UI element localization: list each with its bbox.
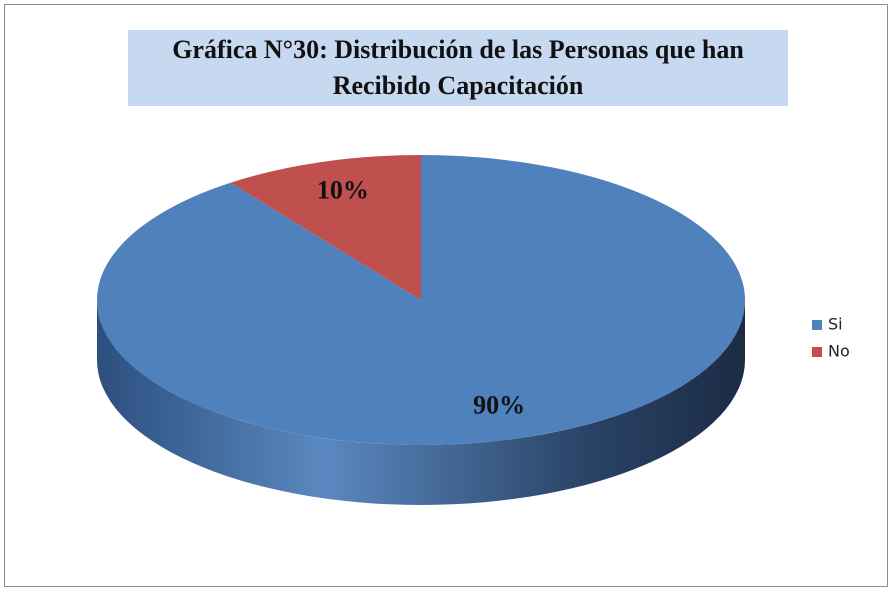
pie-side: [97, 300, 745, 505]
legend-label: No: [828, 342, 850, 361]
data-label: 90%: [473, 391, 525, 420]
legend-swatch: [812, 320, 822, 330]
pie-slice: [230, 155, 421, 300]
pie-slice: [96, 155, 745, 445]
data-label: 10%: [317, 175, 369, 204]
chart-title: Gráfica N°30: Distribución de las Person…: [128, 30, 788, 106]
legend-label: Si: [828, 315, 843, 334]
chart-border: [4, 4, 888, 587]
legend-swatch: [812, 347, 822, 357]
